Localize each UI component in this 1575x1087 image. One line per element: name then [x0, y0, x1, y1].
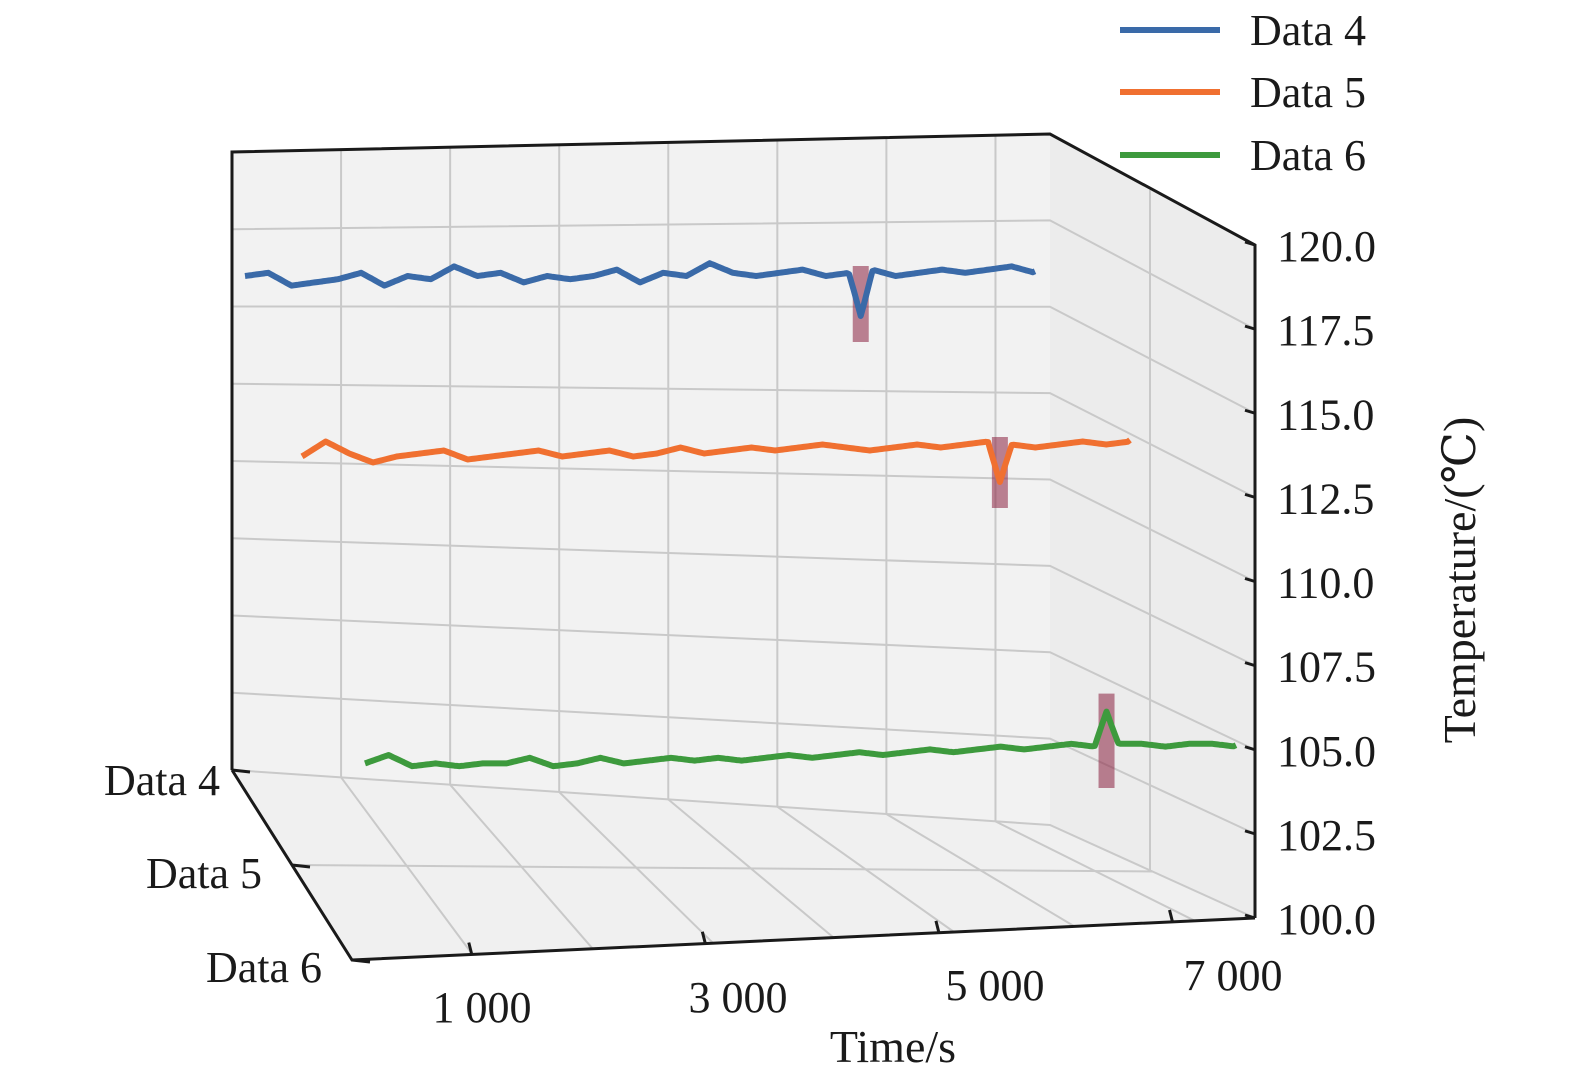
z-gridline	[231, 382, 1256, 499]
x-tick	[467, 942, 474, 955]
series-4	[244, 260, 1037, 342]
z-gridline	[231, 305, 1256, 415]
series-line	[300, 437, 1132, 485]
x-tick	[700, 931, 707, 945]
depth-gridline-floor	[291, 864, 1153, 873]
z-tick	[1244, 745, 1256, 752]
y-tick-label: Data 6	[206, 943, 322, 992]
x-tick-label: 7 000	[1184, 951, 1283, 1000]
x-tick-label: 3 000	[689, 973, 788, 1022]
z-tick-label: 112.5	[1277, 474, 1374, 523]
legend-entry: Data 6	[1120, 131, 1366, 180]
legend-label: Data 4	[1250, 6, 1366, 55]
y-tick-label: Data 5	[146, 849, 262, 898]
series-line	[244, 260, 1037, 319]
z-gridline	[231, 614, 1256, 751]
series-6	[364, 693, 1238, 788]
ticks: 100.0 102.5 105.0 107.5 110.0 112.5 115.0 117.5…	[104, 222, 1376, 1032]
anomaly-highlight	[1098, 693, 1115, 788]
z-gridline	[231, 691, 1256, 835]
back-pane-border	[230, 132, 1257, 918]
x-tick	[1168, 909, 1174, 923]
y-tick	[231, 768, 251, 774]
floor-pane	[232, 770, 1255, 960]
legend-label: Data 6	[1250, 131, 1366, 180]
z-tick	[1244, 913, 1256, 920]
z-tick-label: 105.0	[1277, 727, 1376, 776]
z-tick-label: 115.0	[1277, 390, 1374, 439]
series-layer	[244, 260, 1238, 788]
z-tick-label: 120.0	[1277, 222, 1376, 271]
z-tick-label: 102.5	[1277, 811, 1376, 860]
legend: Data 4 Data 5 Data 6	[1120, 6, 1366, 180]
series-line	[364, 708, 1238, 770]
z-tick-label: 110.0	[1277, 559, 1374, 608]
z-tick-label: 117.5	[1277, 306, 1374, 355]
z-tick	[1244, 408, 1256, 415]
z-gridline	[231, 460, 1256, 583]
z-tick	[1244, 492, 1256, 499]
z-tick	[1244, 829, 1256, 836]
y-tick	[291, 863, 311, 869]
z-tick	[1244, 240, 1256, 247]
z-gridline	[231, 219, 1256, 331]
x-tick	[934, 920, 941, 934]
z-tick-label: 107.5	[1277, 643, 1376, 692]
x-tick-label: 1 000	[433, 983, 532, 1032]
back-pane	[232, 134, 1050, 825]
z-tick	[1244, 661, 1256, 668]
legend-entry: Data 4	[1120, 6, 1366, 55]
legend-label: Data 5	[1250, 68, 1366, 117]
right-pane	[1050, 134, 1255, 918]
z-tick	[1244, 324, 1256, 331]
y-tick-label: Data 4	[104, 756, 220, 805]
z-axis-title: Temperature/(℃)	[1434, 417, 1485, 744]
z-gridline	[231, 537, 1256, 667]
z-gridline	[231, 769, 1256, 919]
x-tick-label: 5 000	[946, 961, 1045, 1010]
anomaly-highlight	[852, 266, 869, 342]
series-5	[300, 437, 1132, 508]
z-tick-label: 100.0	[1277, 895, 1376, 944]
y-tick	[351, 958, 371, 964]
legend-entry: Data 5	[1120, 68, 1366, 117]
z-tick	[1244, 577, 1256, 583]
x-axis-title: Time/s	[830, 1021, 956, 1072]
